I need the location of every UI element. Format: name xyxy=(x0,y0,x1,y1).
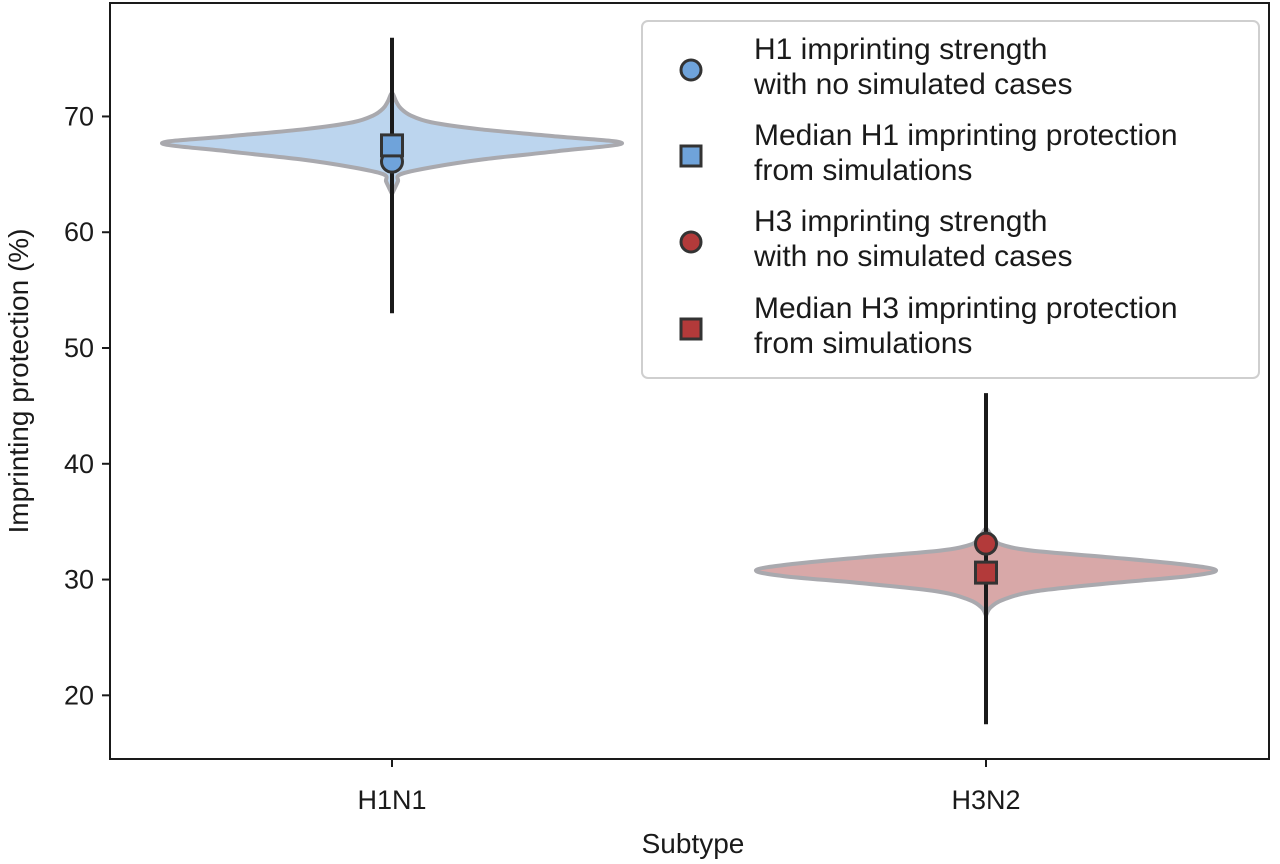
point-strength-h3n2 xyxy=(974,531,998,556)
point-median-h3n2 xyxy=(974,560,998,585)
legend-box xyxy=(641,20,1260,379)
legend-marker-square xyxy=(679,144,703,168)
y-tick-label: 40 xyxy=(64,449,94,479)
legend-label: H1 imprinting strength with no simulated … xyxy=(753,33,1073,101)
x-tick-label: H3N2 xyxy=(951,785,1020,815)
legend-entry: H3 imprinting strength with no simulated … xyxy=(679,205,1073,273)
y-tick-label: 20 xyxy=(64,680,94,710)
y-tick-label: 70 xyxy=(64,101,94,131)
legend-marker-circle xyxy=(679,230,703,254)
point-median-h1n1 xyxy=(380,133,404,158)
x-axis: H1N1 H3N2 xyxy=(357,759,1021,815)
y-tick-label: 60 xyxy=(64,217,94,247)
error-bars-layer xyxy=(390,37,988,725)
legend-label: H3 imprinting strength with no simulated … xyxy=(753,205,1073,273)
y-tick-label: 30 xyxy=(64,565,94,595)
y-axis: 20 30 40 50 60 70 xyxy=(64,101,110,710)
legend-label: Median H1 imprinting protection from simu… xyxy=(754,119,1178,187)
y-tick-label: 50 xyxy=(64,333,94,363)
y-axis-label: Imprinting protection (%) xyxy=(3,228,34,533)
legend-entry: Median H1 imprinting protection from simu… xyxy=(679,119,1178,187)
legend-entry: Median H3 imprinting protection from simu… xyxy=(679,292,1178,360)
legend-entry: H1 imprinting strength with no simulated … xyxy=(679,33,1073,101)
legend-marker-square xyxy=(679,317,703,341)
legend: H1 imprinting strength with no simulated … xyxy=(641,20,1260,379)
x-axis-label: Subtype xyxy=(642,828,745,859)
legend-marker-circle xyxy=(679,58,703,82)
legend-label: Median H3 imprinting protection from simu… xyxy=(754,292,1178,360)
plot-frame xyxy=(109,2,1270,760)
points-layer xyxy=(380,133,998,585)
x-tick-label: H1N1 xyxy=(357,785,426,815)
